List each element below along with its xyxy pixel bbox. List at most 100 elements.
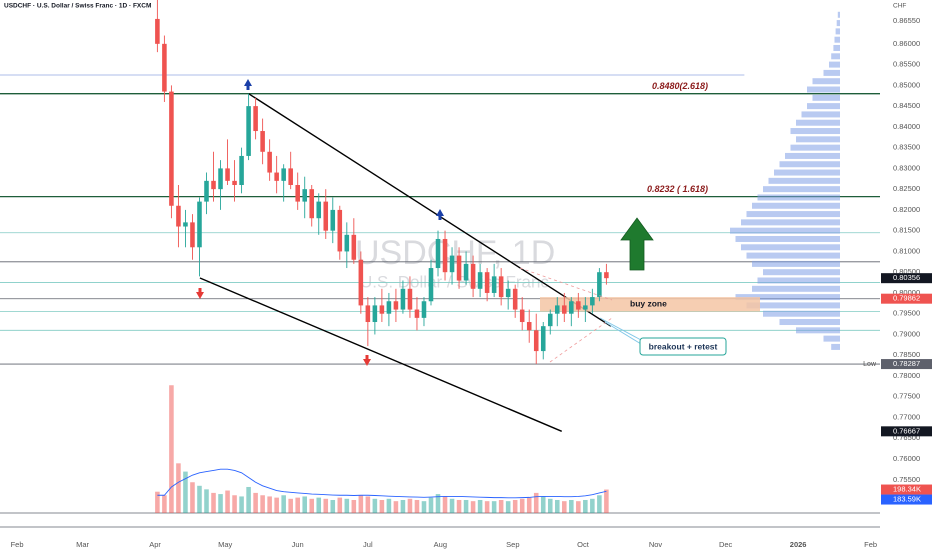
volume-bar xyxy=(512,499,518,513)
candle-body xyxy=(225,168,230,181)
x-tick-label: Feb xyxy=(864,540,877,549)
profile-bar xyxy=(730,227,840,234)
x-tick-label: Jul xyxy=(363,540,373,549)
volume-bar xyxy=(597,495,602,513)
up-marker xyxy=(244,79,252,90)
volume-bar xyxy=(239,496,244,513)
profile-bar xyxy=(790,144,840,151)
price-badge xyxy=(881,293,932,304)
volume-bar xyxy=(281,495,286,513)
volume-badge-label: 198.34K xyxy=(893,485,921,494)
volume-ma-line xyxy=(157,468,607,499)
candle-body xyxy=(239,155,244,186)
candle-body xyxy=(267,151,272,173)
x-tick-label: Sep xyxy=(506,540,519,549)
volume-bar xyxy=(330,499,336,513)
candle-body xyxy=(204,180,209,202)
x-tick-label: Dec xyxy=(719,540,733,549)
y-tick-label: 0.79500 xyxy=(893,309,920,318)
buy-zone-layer: buy zone xyxy=(540,297,760,312)
candle-body xyxy=(330,209,336,231)
profile-bar xyxy=(836,20,840,27)
volume-bar xyxy=(470,501,476,513)
y-tick-label: 0.75500 xyxy=(893,475,920,484)
candle-body xyxy=(176,205,181,227)
candle-body xyxy=(393,301,399,310)
profile-bar xyxy=(746,302,840,309)
volume-bar xyxy=(323,498,329,513)
volume-bar xyxy=(421,501,427,513)
currency-label: CHF xyxy=(893,3,906,10)
volume-bar xyxy=(435,494,441,513)
candle-body xyxy=(456,255,462,281)
candle-body xyxy=(421,301,427,318)
profile-bar xyxy=(741,244,840,251)
candles xyxy=(155,0,609,364)
candle-body xyxy=(576,301,581,310)
profile-bar xyxy=(796,119,840,126)
volume-bar xyxy=(393,501,399,513)
volume-bar xyxy=(218,494,223,513)
candle-body xyxy=(512,288,518,310)
y-tick-label: 0.78500 xyxy=(893,350,920,359)
volume-bar xyxy=(477,499,483,513)
profile-bar xyxy=(763,186,840,193)
profile-bar xyxy=(812,94,840,101)
volume-bar xyxy=(246,486,251,513)
candle-body xyxy=(505,288,511,298)
volume-bar xyxy=(155,491,160,513)
candle-body xyxy=(526,322,532,331)
price-badge-label: 0.76667 xyxy=(893,426,920,435)
annotations: breakout + retest xyxy=(196,79,727,366)
profile-bar xyxy=(746,252,840,259)
volume-bar xyxy=(414,499,420,513)
profile-bar xyxy=(741,219,840,226)
profile-bar xyxy=(746,211,840,218)
candle-body xyxy=(379,305,385,314)
volume-pane xyxy=(0,385,880,528)
volume-bar xyxy=(365,496,371,513)
volume-bar xyxy=(337,497,343,513)
volume-bar xyxy=(260,495,265,513)
price-badge-label: 0.79862 xyxy=(893,294,920,303)
candle-body xyxy=(323,201,329,231)
volume-profile xyxy=(730,11,840,350)
candle-body xyxy=(533,330,539,352)
candle-body xyxy=(232,180,237,186)
profile-bar xyxy=(768,177,840,184)
x-tick-label: 2026 xyxy=(790,540,807,549)
candle-body xyxy=(358,259,364,306)
volume-bar xyxy=(232,495,237,513)
candle-body xyxy=(281,168,286,181)
volume-bar xyxy=(554,499,560,513)
volume-bar xyxy=(162,495,167,513)
volume-bar xyxy=(274,497,279,513)
callout-pointer xyxy=(599,317,642,341)
profile-bar xyxy=(774,169,840,176)
volume-badge xyxy=(881,494,932,505)
candle-body xyxy=(260,131,265,152)
candle-body xyxy=(428,268,434,302)
volume-bar xyxy=(190,482,195,513)
volume-bar xyxy=(267,496,272,513)
profile-bar xyxy=(807,103,840,110)
y-tick-label: 0.86550 xyxy=(893,16,920,25)
volume-bar xyxy=(576,501,581,513)
down-marker xyxy=(196,288,204,299)
x-tick-label: Oct xyxy=(577,540,590,549)
candle-body xyxy=(590,297,595,306)
fib-label: 0.8232 ( 1.618) xyxy=(647,184,708,194)
candle-body xyxy=(190,222,195,248)
candle-body xyxy=(274,172,279,181)
candle-body xyxy=(197,201,202,248)
y-tick-label: 0.77500 xyxy=(893,392,920,401)
profile-bar xyxy=(801,111,840,118)
profile-bar xyxy=(835,28,840,35)
trend-line xyxy=(248,93,612,327)
profile-bar xyxy=(779,319,840,326)
price-badge xyxy=(881,273,932,284)
candle-body xyxy=(372,305,378,323)
profile-bar xyxy=(833,44,840,51)
profile-bar xyxy=(796,136,840,143)
volume-bar xyxy=(309,498,315,513)
